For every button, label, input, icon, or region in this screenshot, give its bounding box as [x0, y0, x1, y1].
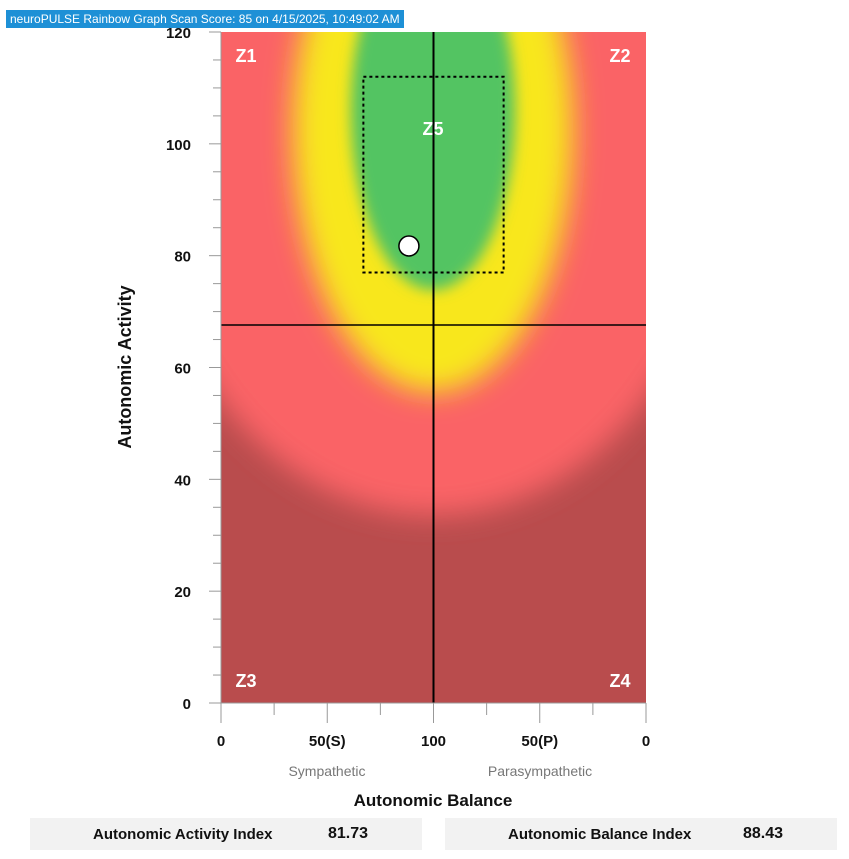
sympathetic-label: Sympathetic: [288, 763, 365, 779]
y-tick-label: 120: [166, 25, 191, 42]
x-tick-label: 50(S): [309, 733, 346, 750]
activity-index-box: Autonomic Activity Index 81.73: [30, 818, 422, 850]
y-tick-label: 40: [174, 472, 191, 489]
chart-title: neuroPULSE Rainbow Graph Scan Score: 85 …: [6, 10, 404, 28]
zone-label-z1: Z1: [235, 46, 256, 66]
activity-index-label: Autonomic Activity Index: [93, 825, 273, 843]
y-axis-label: Autonomic Activity: [115, 285, 135, 448]
y-tick-label: 0: [183, 696, 191, 713]
balance-index-value: 88.43: [743, 825, 784, 842]
x-tick-label: 50(P): [521, 733, 558, 750]
zone-label-z3: Z3: [235, 671, 256, 691]
y-tick-label: 100: [166, 137, 191, 154]
x-tick-label: 100: [421, 733, 446, 750]
y-axis: 0 20 40 60 80 100 120: [166, 25, 222, 713]
balance-index-label: Autonomic Balance Index: [508, 825, 692, 843]
y-tick-label: 20: [174, 584, 191, 601]
zone-label-z4: Z4: [609, 671, 630, 691]
x-tick-label: 0: [642, 733, 650, 750]
x-axis-label: Autonomic Balance: [354, 791, 513, 810]
balance-index-box: Autonomic Balance Index 88.43: [445, 818, 837, 850]
y-tick-label: 80: [174, 249, 191, 266]
activity-index-value: 81.73: [328, 825, 369, 842]
x-axis: 0 50(S) 100 50(P) 0: [217, 702, 650, 750]
zone-label-z2: Z2: [609, 46, 630, 66]
parasympathetic-label: Parasympathetic: [488, 763, 592, 779]
x-tick-label: 0: [217, 733, 225, 750]
score-point[interactable]: [398, 235, 420, 257]
y-tick-label: 60: [174, 361, 191, 378]
